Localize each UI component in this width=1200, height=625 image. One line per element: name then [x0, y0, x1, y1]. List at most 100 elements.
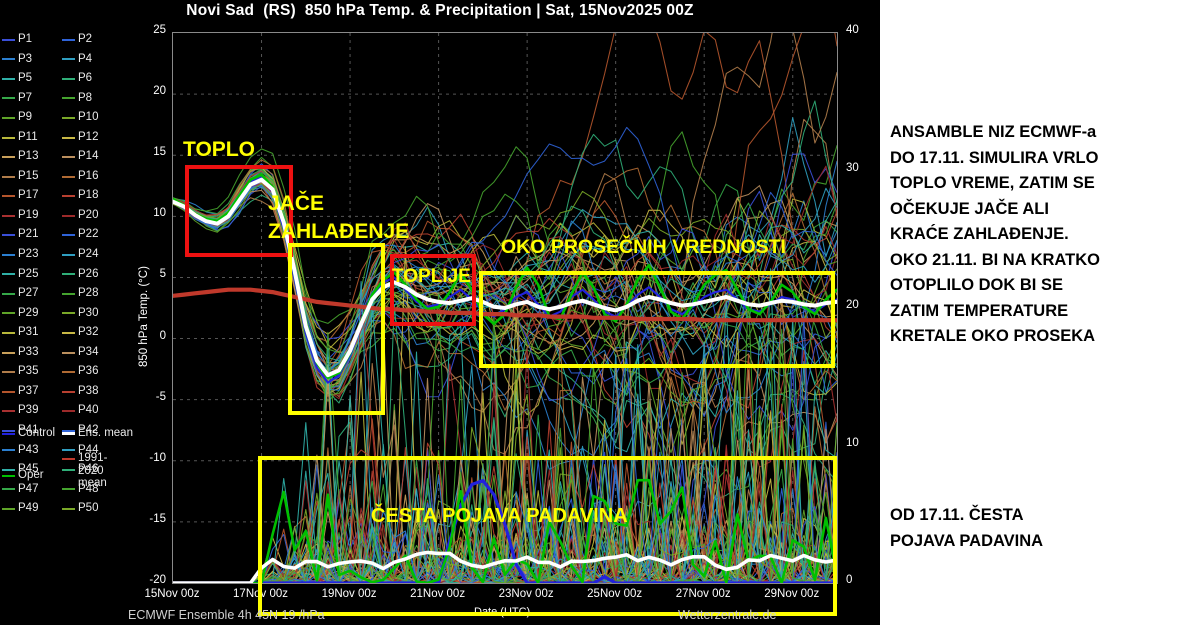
member-line-swatch	[2, 58, 15, 61]
legend-item-p5: P5	[2, 69, 66, 89]
annotation-box-oko-prosecnih	[479, 271, 835, 368]
legend-item-p10: P10	[62, 108, 126, 128]
legend-label: P24	[78, 248, 99, 261]
legend-label: P36	[78, 365, 99, 378]
member-line-swatch	[2, 292, 15, 295]
legend-label: P21	[18, 228, 39, 241]
member-line-swatch	[2, 253, 15, 256]
control-line-swatch	[2, 432, 15, 435]
legend-label: P38	[78, 384, 99, 397]
legend-label: P13	[18, 150, 39, 163]
legend-item-p27: P27	[2, 284, 66, 304]
member-line-swatch	[62, 468, 75, 471]
member-line-swatch	[2, 77, 15, 80]
legend-label: P15	[18, 169, 39, 182]
x-tick-0: 15Nov 00z	[144, 588, 200, 600]
oper-line-swatch	[2, 474, 15, 477]
legend-item-p19: P19	[2, 206, 66, 226]
legend-label: P27	[18, 287, 39, 300]
legend-item-p49: P49	[2, 499, 66, 519]
member-line-swatch	[2, 312, 15, 315]
annotation-box-jace-zahladjenje	[288, 243, 385, 415]
legend-item-p22: P22	[62, 225, 126, 245]
legend-item-p41: P41	[2, 421, 66, 441]
legend-label: P42	[78, 423, 99, 436]
legend-label: P6	[78, 72, 93, 85]
legend-label: P16	[78, 169, 99, 182]
member-line-swatch	[2, 449, 15, 452]
annotation-box-toplije	[390, 254, 476, 326]
legend-item-control: Control	[2, 427, 55, 440]
chart-footer: ECMWF Ensemble 4h 45N 19 /hPa Wetterzent…	[0, 608, 880, 625]
member-line-swatch	[2, 488, 15, 491]
legend-label: P22	[78, 228, 99, 241]
member-line-swatch	[2, 116, 15, 119]
legend-item-p50: P50	[62, 499, 126, 519]
member-line-swatch	[62, 214, 75, 217]
x-tick-4: 23Nov 00z	[498, 588, 554, 600]
member-line-swatch	[2, 468, 15, 471]
legend-item-p44: P44	[62, 440, 126, 460]
legend-label: P46	[78, 463, 99, 476]
member-line-swatch	[62, 429, 75, 432]
legend-item-p8: P8	[62, 89, 126, 109]
y-tick-left-5: 5	[159, 268, 166, 281]
legend-item-p21: P21	[2, 225, 66, 245]
legend-label: P9	[18, 111, 33, 124]
legend-label: P33	[18, 345, 39, 358]
legend-item-p46: P46	[62, 460, 126, 480]
legend-item-p17: P17	[2, 186, 66, 206]
legend-column-even: P2 P4 P6 P8 P10 P12 P14 P16 P18 P20 P22 P24 P26 P28 P3…	[62, 30, 126, 519]
legend-label: P20	[78, 208, 99, 221]
legend-item-p13: P13	[2, 147, 66, 167]
footer-source-left: ECMWF Ensemble 4h 45N 19 /hPa	[128, 608, 325, 622]
member-line-swatch	[2, 351, 15, 354]
legend-item-p40: P40	[62, 401, 126, 421]
ensemble-traces	[173, 33, 837, 583]
legend-label: P32	[78, 326, 99, 339]
annotation-box-cesta-padavina	[258, 456, 837, 616]
member-line-swatch	[2, 371, 15, 374]
legend-item-p43: P43	[2, 440, 66, 460]
member-line-swatch	[62, 449, 75, 452]
legend-label: P43	[18, 443, 39, 456]
legend-label-oper: Oper	[18, 469, 44, 481]
legend-label: P26	[78, 267, 99, 280]
legend-item-p26: P26	[62, 265, 126, 285]
member-line-swatch	[62, 488, 75, 491]
legend-label: P5	[18, 72, 33, 85]
y-tick-left-0: 0	[159, 329, 166, 342]
legend-item-p32: P32	[62, 323, 126, 343]
member-line-swatch	[2, 136, 15, 139]
annotation-label-toplo: TOPLO	[183, 138, 255, 161]
legend-item-p42: P42	[62, 421, 126, 441]
x-tick-7: 29Nov 00z	[764, 588, 820, 600]
y-tick-left--15: -15	[149, 512, 166, 525]
y-tick-right-20: 20	[846, 299, 859, 311]
legend-item-p16: P16	[62, 167, 126, 187]
y-tick-right-0: 0	[846, 574, 853, 586]
y-tick-right-10: 10	[846, 436, 859, 449]
footer-source-right: Wetterzentrale.de	[678, 608, 777, 622]
member-line-swatch	[2, 390, 15, 393]
legend-label: P35	[18, 365, 39, 378]
legend-label: P44	[78, 443, 99, 456]
y-tick-right-30: 30	[846, 161, 859, 174]
member-line-swatch	[62, 156, 75, 159]
commentary-top: ANSAMBLE NIZ ECMWF-a DO 17.11. SIMULIRA …	[890, 123, 1100, 345]
legend-item-p11: P11	[2, 128, 66, 148]
legend-label: P2	[78, 33, 93, 46]
member-line-swatch	[62, 390, 75, 393]
annotation-label-cesta-padavina: ČESTA POJAVA PADAVINA	[371, 505, 628, 527]
legend-item-p25: P25	[2, 265, 66, 285]
legend-label: P12	[78, 130, 99, 143]
x-tick-6: 27Nov 00z	[675, 588, 731, 600]
legend-label: P8	[78, 91, 93, 104]
legend-item-p9: P9	[2, 108, 66, 128]
legend-label: P28	[78, 287, 99, 300]
member-line-swatch	[62, 371, 75, 374]
member-line-swatch	[62, 312, 75, 315]
legend-item-p39: P39	[2, 401, 66, 421]
member-line-swatch	[62, 136, 75, 139]
legend-label: P18	[78, 189, 99, 202]
